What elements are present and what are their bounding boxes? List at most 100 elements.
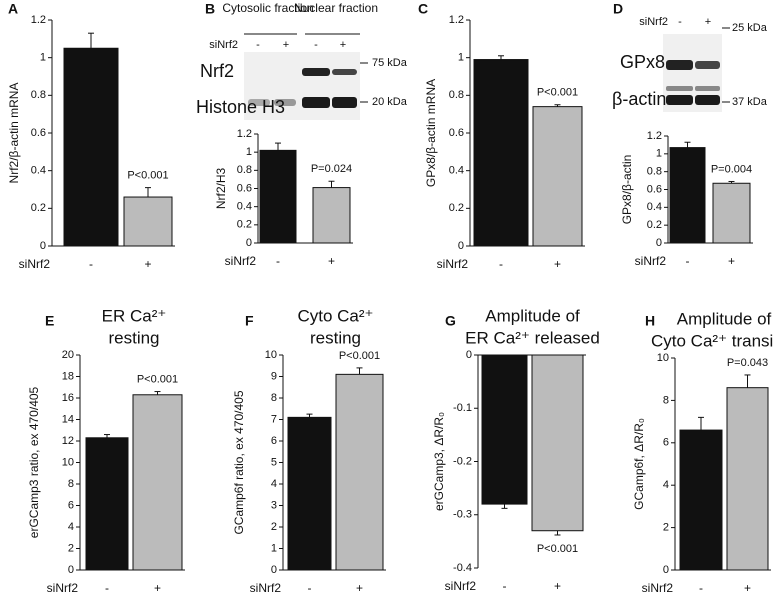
annotation: P<0.001 [127, 170, 168, 182]
band [695, 61, 720, 69]
column-label-line: Nuclear fraction [294, 1, 378, 15]
band [695, 95, 720, 105]
y-tick-label: 0.4 [647, 201, 662, 213]
y-tick-label: 0.6 [31, 127, 46, 139]
y-tick-label: 1.2 [31, 14, 46, 26]
y-tick-label: 1 [458, 52, 464, 64]
treatment-label: siNrf2 [639, 16, 668, 28]
blot-b: Cytosolic fraction Nuclear fraction siNr… [196, 1, 408, 120]
panel-letter: C [418, 1, 428, 17]
x-tick-label: - [89, 257, 93, 271]
bar [335, 373, 384, 571]
x-tick-label: + [144, 257, 151, 271]
x-tick-label: + [554, 579, 561, 593]
y-tick-label: 1.2 [237, 128, 252, 140]
y-tick-label: 12 [62, 435, 74, 447]
treatment: + [340, 39, 346, 51]
bar [531, 354, 584, 532]
bar [259, 149, 297, 244]
annotation: P=0.004 [711, 163, 752, 175]
bar [123, 196, 173, 247]
band [695, 86, 720, 91]
bar [85, 437, 129, 571]
treatment: - [256, 39, 260, 51]
row-label: GPx8 [620, 52, 665, 72]
marker: 75 kDa [372, 57, 408, 69]
y-tick-label: 2 [663, 522, 669, 534]
x-axis-label: siNrf2 [19, 257, 51, 271]
chart-title: resting [310, 328, 361, 347]
panel-letter: G [445, 313, 456, 329]
y-tick-label: 2 [68, 542, 74, 554]
x-tick-label: - [686, 254, 690, 268]
x-tick-label: - [503, 579, 507, 593]
y-tick-label: 4 [663, 479, 669, 491]
y-tick-label: -0.2 [453, 455, 472, 467]
y-tick-label: 0.2 [237, 219, 252, 231]
chart-title: Cyto Ca²⁺ [297, 306, 373, 325]
x-tick-label: + [554, 257, 561, 271]
y-tick-label: 0.4 [31, 165, 46, 177]
y-tick-label: 7 [271, 413, 277, 425]
treatment: - [678, 16, 682, 28]
bar [312, 187, 351, 244]
x-axis-label: siNrf2 [635, 254, 667, 268]
annotation: P=0.024 [311, 163, 352, 175]
y-tick-label: 0 [466, 349, 472, 361]
y-tick-label: 0.8 [449, 89, 464, 101]
y-tick-label: 0 [246, 237, 252, 249]
y-axis-label: Nrf2/β-actin mRNA [7, 83, 21, 184]
y-tick-label: 0.8 [237, 164, 252, 176]
y-tick-label: 14 [62, 413, 74, 425]
y-tick-label: 16 [62, 392, 74, 404]
bar [473, 59, 529, 247]
band [332, 69, 357, 75]
annotation: P<0.001 [537, 87, 578, 99]
chart-title: ER Ca²⁺ released [465, 328, 600, 347]
band [302, 68, 330, 76]
x-tick-label: - [308, 581, 312, 595]
y-tick-label: 9 [271, 370, 277, 382]
y-tick-label: 10 [62, 456, 74, 468]
row-label: Nrf2 [200, 61, 234, 81]
y-axis-label: erGCamp3 ratio, ex 470/405 [27, 386, 41, 538]
x-tick-label: - [499, 257, 503, 271]
annotation: P=0.043 [727, 357, 768, 369]
annotation: P<0.001 [339, 350, 380, 362]
y-tick-label: 0.2 [647, 219, 662, 231]
y-tick-label: 1 [271, 542, 277, 554]
y-tick-label: 0.8 [31, 89, 46, 101]
x-tick-label: + [328, 254, 335, 268]
y-tick-label: 0.6 [647, 183, 662, 195]
marker: 25 kDa [732, 22, 768, 34]
band [274, 99, 296, 106]
bar [132, 394, 183, 571]
y-axis-label: GPx8/β-actin [620, 155, 634, 225]
x-tick-label: - [276, 254, 280, 268]
row-label: Histone H3 [196, 97, 285, 117]
y-tick-label: 1 [40, 52, 46, 64]
blot-image [244, 52, 360, 120]
x-tick-label: - [105, 581, 109, 595]
y-tick-label: 6 [271, 435, 277, 447]
y-tick-label: 8 [271, 392, 277, 404]
chart-title: ER Ca²⁺ [102, 306, 167, 325]
y-tick-label: 1 [656, 148, 662, 160]
bar [669, 147, 706, 244]
band [302, 97, 330, 108]
panel-letter: F [245, 313, 254, 329]
y-tick-label: 6 [663, 437, 669, 449]
y-tick-label: 2 [271, 521, 277, 533]
treatment: - [314, 39, 318, 51]
bar [532, 106, 583, 247]
y-tick-label: 10 [265, 349, 277, 361]
y-tick-label: 1 [246, 146, 252, 158]
y-tick-label: 0 [656, 237, 662, 249]
band [666, 95, 693, 105]
treatment-label: siNrf2 [209, 39, 238, 51]
y-axis-label: GCamp6f ratio, ex 470/405 [232, 390, 246, 534]
y-tick-label: 8 [663, 394, 669, 406]
x-axis-label: siNrf2 [642, 581, 674, 595]
band [666, 60, 693, 70]
